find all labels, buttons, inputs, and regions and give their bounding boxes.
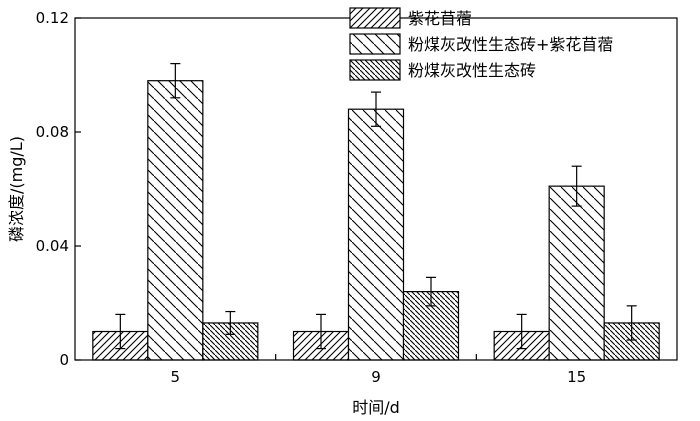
bar [147,80,204,361]
y-axis-title: 磷浓度/(mg/L) [7,136,26,242]
error-bar [371,91,381,127]
error-bar [426,276,436,307]
error-bar [225,310,236,335]
x-tick-label: 9 [371,368,381,386]
error-bar [626,305,637,341]
error-bar [170,62,181,99]
x-axis-title: 时间/d [352,398,400,417]
bar [548,185,605,361]
error-bar [316,313,326,350]
y-tick-label: 0.08 [36,123,69,141]
legend-swatch [349,33,401,55]
bar [347,108,405,361]
y-tick-label: 0.04 [36,237,69,255]
legend-label: 粉煤灰改性生态砖+紫花苜蓿 [408,35,613,54]
x-tick-label: 5 [171,368,181,386]
error-bar [571,165,582,207]
y-tick-label: 0.12 [36,9,69,27]
error-bar [516,313,527,350]
error-bar [115,313,126,350]
legend-swatch [349,59,401,81]
y-tick-label: 0 [59,351,69,369]
x-tick-label: 15 [567,368,586,386]
legend-label: 粉煤灰改性生态砖 [408,61,536,80]
legend-label: 紫花苜蓿 [408,9,472,28]
legend-swatch [349,7,401,29]
